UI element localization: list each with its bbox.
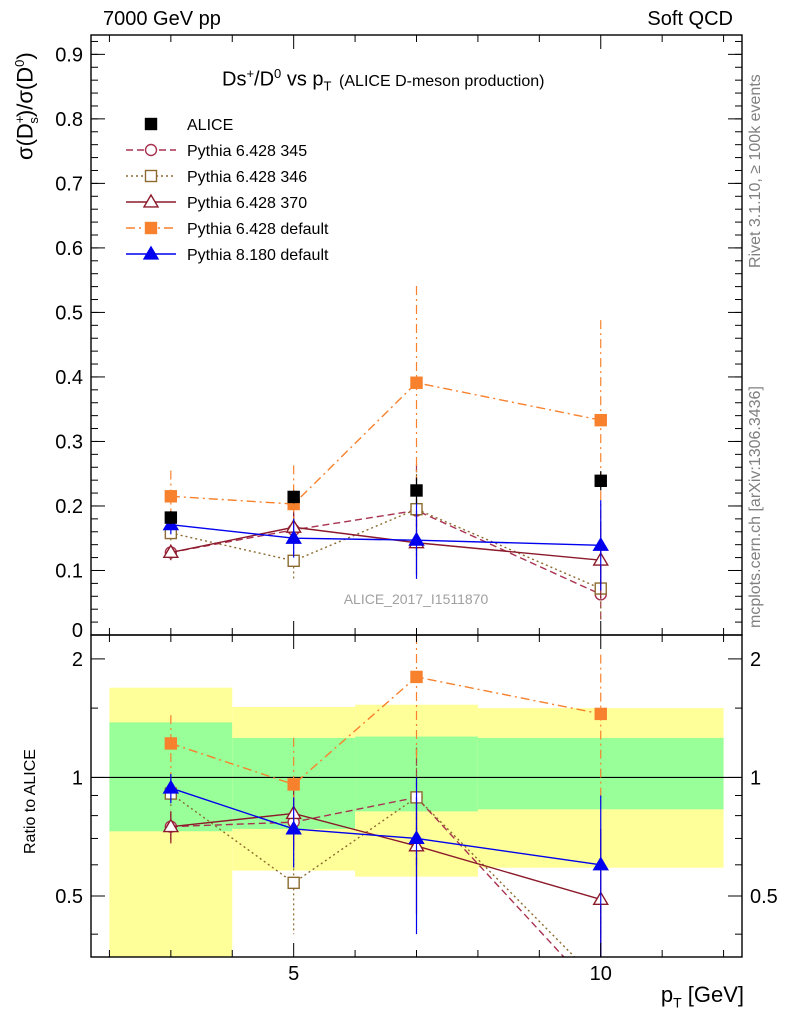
header-left: 7000 GeV pp bbox=[103, 8, 221, 30]
main-series-4-point bbox=[594, 413, 607, 427]
legend-marker bbox=[144, 117, 158, 131]
main-series-0-point bbox=[410, 484, 423, 497]
ratio-series-3-line bbox=[170, 676, 601, 786]
legend-marker bbox=[142, 245, 160, 260]
main-series-4-point bbox=[164, 490, 178, 503]
y-tick-label: 0.5 bbox=[55, 302, 83, 324]
ratio-y-tick-label-right: 1 bbox=[750, 767, 761, 789]
main-series-0-point bbox=[287, 490, 300, 504]
main-series-4-line bbox=[170, 381, 601, 505]
legend-label: Pythia 6.428 default bbox=[187, 221, 329, 238]
legend-label: ALICE bbox=[187, 117, 233, 134]
ratio-series-4-point bbox=[285, 820, 302, 835]
ratio-y-tick-label: 1 bbox=[72, 767, 83, 789]
ratio-series-4-point bbox=[592, 856, 609, 871]
ratio-y-tick-label: 2 bbox=[72, 649, 83, 671]
main-series-4-point bbox=[410, 376, 423, 389]
legend-label: Pythia 8.180 default bbox=[187, 247, 329, 264]
y-tick-label: 0.9 bbox=[55, 44, 83, 66]
main-series-3-point bbox=[162, 544, 180, 559]
legend-marker bbox=[144, 143, 158, 157]
y-tick-label: 0.7 bbox=[55, 173, 83, 195]
ratio-series-3-point bbox=[164, 737, 178, 750]
plot-title: Ds+/D0 vs pT (ALICE D-meson production) bbox=[222, 66, 545, 94]
y-tick-label: 0.2 bbox=[55, 496, 83, 518]
legend-marker bbox=[144, 221, 158, 235]
x-tick-label: 10 bbox=[590, 963, 612, 985]
ratio-series-1-line bbox=[170, 793, 576, 957]
ratio-series-3-point bbox=[410, 670, 423, 684]
x-tick-label: 5 bbox=[288, 963, 299, 985]
legend-marker bbox=[142, 193, 160, 208]
ratio-series-3-point bbox=[594, 707, 607, 721]
legend-label: Pythia 6.428 370 bbox=[187, 195, 307, 212]
y-tick-label: 0.4 bbox=[55, 367, 83, 389]
ratio-y-tick-label-right: 2 bbox=[750, 649, 761, 671]
y-tick-label: 0.3 bbox=[55, 431, 83, 453]
ratio-series-4-point bbox=[408, 830, 425, 845]
y-tick-label: 0 bbox=[72, 620, 83, 642]
ratio-y-tick-label: 0.5 bbox=[55, 886, 83, 908]
y-tick-label: 0.8 bbox=[55, 109, 83, 131]
ratio-series-2-point bbox=[162, 818, 180, 833]
main-series-5-point bbox=[285, 529, 302, 544]
header-right: Soft QCD bbox=[647, 8, 733, 30]
main-series-5-point bbox=[592, 536, 609, 551]
y-tick-label: 0.1 bbox=[55, 560, 83, 582]
x-axis-label: pT [GeV] bbox=[660, 982, 744, 1011]
main-series-3-line bbox=[170, 526, 601, 561]
main-series-2-line bbox=[170, 508, 602, 590]
y-tick-label: 0.6 bbox=[55, 238, 83, 260]
ratio-series-2-line bbox=[170, 812, 601, 901]
ratio-series-4-point bbox=[162, 779, 180, 794]
main-series-1-line bbox=[170, 509, 602, 595]
ratio-series-0-line bbox=[170, 796, 565, 957]
legend-marker bbox=[144, 169, 158, 183]
main-series-0-point bbox=[594, 474, 607, 488]
ratio-series-3-point bbox=[287, 778, 300, 791]
ratio-y-tick-label-right: 0.5 bbox=[750, 886, 778, 908]
main-series-5-line bbox=[170, 523, 601, 547]
main-series-0-point bbox=[164, 511, 178, 524]
legend-label: Pythia 6.428 345 bbox=[187, 143, 307, 160]
analysis-watermark: ALICE_2017_I1511870 bbox=[344, 591, 489, 607]
main-series-5-point bbox=[408, 531, 425, 546]
ratio-series-4-line bbox=[170, 787, 601, 866]
legend-label: Pythia 6.428 346 bbox=[187, 169, 307, 186]
ratio-series-1-point bbox=[287, 876, 300, 890]
